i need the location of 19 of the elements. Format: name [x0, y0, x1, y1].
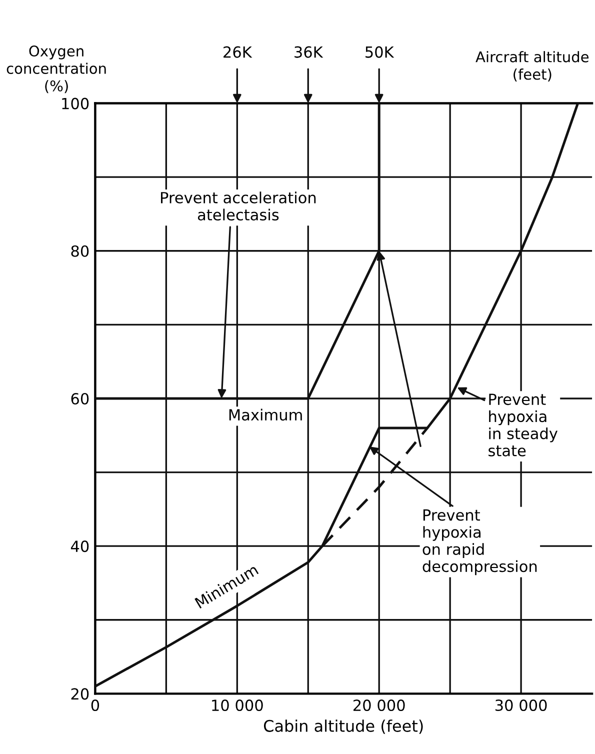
y-tick-label: 80 — [71, 245, 89, 257]
text: 26K — [224, 46, 252, 58]
y-tick-label: 60 — [71, 392, 89, 405]
x-tick-label: 0 — [91, 700, 100, 712]
annotation: Prevent hypoxia on rapid decompression — [422, 509, 537, 576]
y-tick-label: 20 — [71, 688, 89, 700]
x-tick-label: 20 000 — [353, 700, 405, 712]
text: 36K — [294, 46, 324, 58]
y-tick-label: 40 — [70, 540, 89, 552]
x-tick-label: 30 000 — [495, 700, 547, 712]
annotation: Prevent hypoxia in steady state — [488, 394, 558, 456]
y-axis-title: Oxygen concentration (%) — [6, 46, 106, 94]
annotation: Prevent acceleration atelectasis — [161, 192, 316, 221]
x-axis-title: Cabin altitude (feet) — [264, 720, 423, 734]
x-tick-label: 10 000 — [212, 700, 263, 712]
text: 50K — [366, 46, 394, 58]
text: Aircraft altitude (feet) — [476, 51, 589, 82]
y-tick-label: 100 — [62, 98, 89, 110]
annotation: Maximum — [229, 408, 302, 421]
